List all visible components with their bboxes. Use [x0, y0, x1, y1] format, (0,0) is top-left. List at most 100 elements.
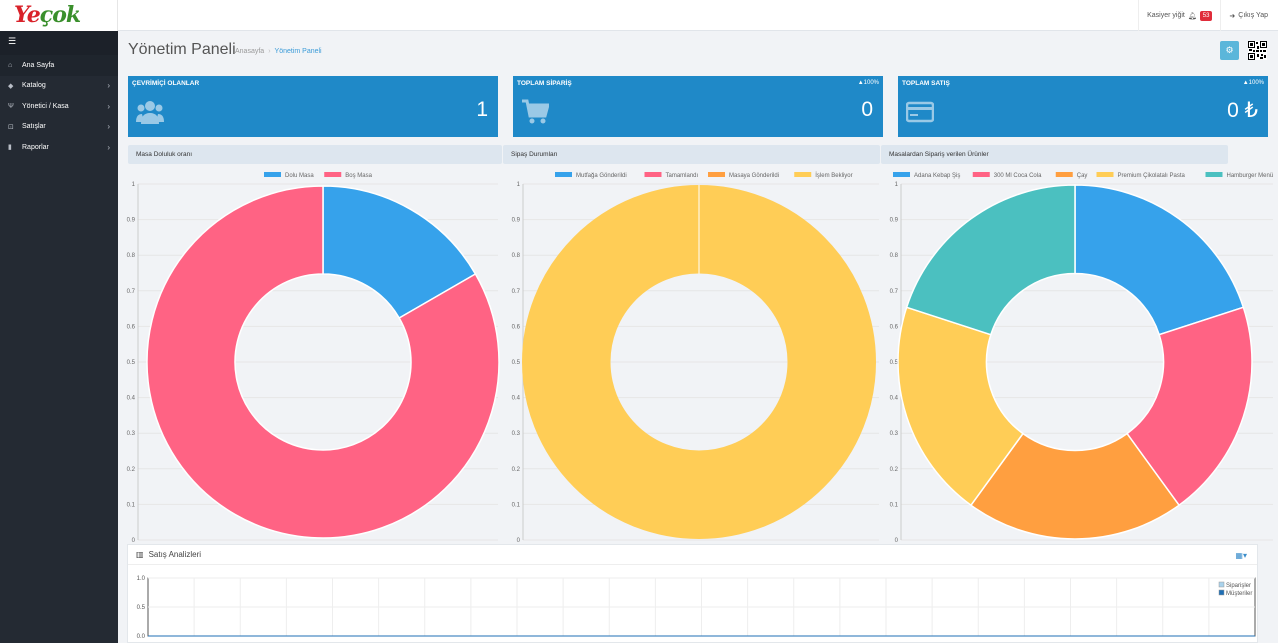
sidebar-item-label: Katalog [22, 82, 46, 90]
y-tick-label: 0.1 [127, 502, 136, 508]
legend-label: Çay [1077, 173, 1088, 179]
sidebar-item-label: Satışlar [22, 123, 46, 131]
legend-swatch [1096, 172, 1114, 177]
legend-label: Masaya Gönderildi [729, 173, 779, 179]
top-navbar: Yeçok Kasiyer yiğit 🔔︎ 53 ➜ Çıkış Yap [0, 0, 1278, 31]
sales-analysis-title: Satış Analizleri [148, 550, 202, 559]
y-tick-label: 0.2 [890, 467, 899, 473]
logout-button[interactable]: ➜ Çıkış Yap [1220, 0, 1278, 31]
y-tick-label: 0.6 [512, 324, 521, 330]
cart-icon: ⊡ [8, 123, 14, 131]
bell-icon[interactable]: 🔔︎ [1187, 12, 1197, 20]
chevron-right-icon: › [107, 122, 110, 132]
legend-label: Hamburger Menü [1227, 173, 1274, 179]
breadcrumb: Anasayfa › Yönetim Paneli [235, 48, 322, 55]
users-icon [136, 101, 164, 124]
legend-label: Premium Çikolatalı Pasta [1118, 173, 1186, 179]
logo[interactable]: Yeçok [14, 2, 81, 28]
sales-analysis-panel: ▥ Satış Analizleri ▦▾ 0.0 0.5 1.0 Siparişle… [127, 544, 1258, 643]
y-tick-label: 0.4 [127, 396, 136, 402]
settings-button[interactable]: ⚙ [1220, 41, 1239, 60]
credit-card-icon [906, 101, 934, 123]
y-tick-label: 0.5 [137, 605, 146, 611]
chart-ordered-products: 0 0.1 0.2 0.3 0.4 0.5 0.6 0.7 0.8 0.9 1 Adana Kebap… [890, 172, 1274, 544]
legend-label: Adana Kebap Şiş [914, 173, 960, 179]
legend-swatch [1218, 581, 1225, 588]
sidebar: ☰ ⌂ Ana Sayfa ◆ Katalog › Ψ Yönetici / K… [0, 31, 118, 643]
y-tick-label: 1 [132, 182, 136, 188]
legend-label: Siparişler [1226, 583, 1251, 589]
y-tick-label: 0.2 [127, 467, 136, 473]
y-tick-label: 0.7 [127, 289, 136, 295]
y-tick-label: 0.9 [127, 218, 136, 224]
y-tick-label: 0.4 [890, 396, 899, 402]
sidebar-item-label: Yönetici / Kasa [22, 102, 69, 110]
chart-sales-analysis: 0.0 0.5 1.0 Siparişler Müşteriler [137, 576, 1256, 640]
legend-swatch [1218, 589, 1225, 596]
y-tick-label: 0.3 [512, 431, 521, 437]
panel-header-table-occupancy: Masa Doluluk oranı [128, 145, 502, 164]
sidebar-item-yonetici-kasa[interactable]: Ψ Yönetici / Kasa › [0, 96, 118, 117]
legend-swatch [324, 172, 342, 177]
stat-value: 0 [861, 98, 873, 121]
calendar-dropdown-icon[interactable]: ▦▾ [1235, 551, 1247, 560]
legend-swatch [972, 172, 990, 177]
sidebar-item-katalog[interactable]: ◆ Katalog › [0, 76, 118, 97]
pie-slice [322, 185, 477, 320]
chart-table-occupancy: 0 0.1 0.2 0.3 0.4 0.5 0.6 0.7 0.8 0.9 1 Dolu Masa Bo… [127, 172, 500, 544]
y-tick-label: 1.0 [137, 576, 146, 582]
y-tick-label: 0.2 [512, 467, 521, 473]
pie-slice [969, 432, 1181, 540]
legend-swatch [264, 172, 281, 177]
chart-order-status: 0 0.1 0.2 0.3 0.4 0.5 0.6 0.7 0.8 0.9 1 Mutfağa Gön… [512, 172, 879, 544]
y-tick-label: 0.5 [512, 360, 521, 366]
y-tick-label: 0.9 [890, 218, 899, 224]
stat-percent: ▲100% [1242, 80, 1264, 86]
logo-container[interactable]: Yeçok [0, 0, 118, 31]
sidebar-item-ana-sayfa[interactable]: ⌂ Ana Sayfa [0, 55, 118, 76]
breadcrumb-home-link[interactable]: Anasayfa [235, 48, 265, 55]
tags-icon: ◆ [8, 82, 14, 90]
y-tick-label: 0.1 [512, 502, 521, 508]
legend-label: Müşteriler [1226, 591, 1252, 597]
panel-header-ordered-products: Masalardan Sipariş verilen Ürünler [881, 145, 1228, 164]
user-name: Kasiyer yiğit [1147, 12, 1185, 19]
y-tick-label: 0.7 [512, 289, 521, 295]
qr-code-icon[interactable] [1248, 41, 1267, 60]
y-tick-label: 0.3 [890, 431, 899, 437]
y-tick-label: 0 [132, 538, 136, 544]
y-tick-label: 0.5 [890, 360, 899, 366]
y-tick-label: 0.9 [512, 218, 521, 224]
panel-header-order-status: Sipaş Durumları [503, 145, 880, 164]
breadcrumb-current: Yönetim Paneli [274, 48, 322, 55]
book-icon: ▮ [8, 144, 12, 152]
cart-icon [522, 99, 549, 124]
stat-value: 1 [476, 98, 488, 121]
stat-total-sales: TOPLAM SATIŞ ▲100% 0 ₺ [898, 76, 1268, 137]
y-tick-label: 0.0 [137, 634, 146, 640]
stat-title: ÇEVRİMİÇİ OLANLAR [132, 80, 200, 87]
legend-swatch [893, 172, 910, 177]
sidebar-item-raporlar[interactable]: ▮ Raporlar › [0, 137, 118, 158]
legend-swatch [1205, 172, 1223, 177]
pie-slice [905, 184, 1076, 336]
pie-slice [146, 185, 500, 539]
pie-slice [1125, 306, 1253, 507]
legend-swatch [555, 172, 572, 177]
legend-label: 300 Ml Coca Cola [994, 173, 1042, 179]
y-tick-label: 1 [895, 182, 899, 188]
legend-label: Boş Masa [345, 173, 372, 179]
logout-label: Çıkış Yap [1238, 12, 1268, 19]
notification-badge: 53 [1199, 10, 1213, 21]
user-menu[interactable]: Kasiyer yiğit 🔔︎ 53 [1138, 0, 1220, 31]
y-tick-label: 0 [895, 538, 899, 544]
pie-slice [897, 306, 1025, 507]
sidebar-toggle-button[interactable]: ☰ [0, 31, 118, 55]
menu-icon[interactable]: ☰ [8, 36, 17, 46]
sidebar-item-satislar[interactable]: ⊡ Satışlar › [0, 117, 118, 138]
page-title: Yönetim Paneli [128, 41, 236, 58]
y-tick-label: 0.3 [127, 431, 136, 437]
sign-out-icon: ➜ [1229, 12, 1236, 20]
stat-total-orders: TOPLAM SİPARİŞ ▲100% 0 [513, 76, 883, 137]
bar-chart-icon: ▥ [136, 550, 144, 559]
